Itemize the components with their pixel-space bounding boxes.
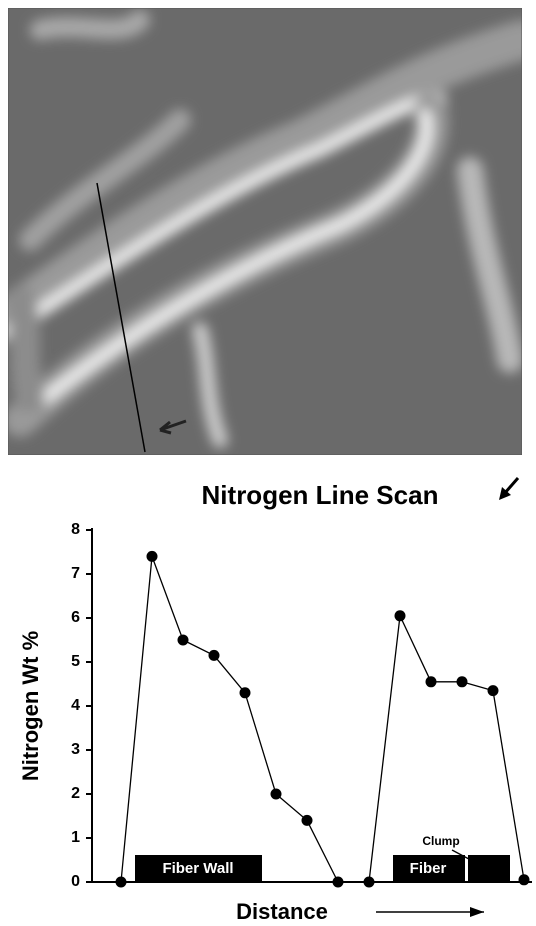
data-point: [425, 676, 437, 688]
micrograph: [8, 8, 522, 455]
y-tick-label: 4: [71, 697, 80, 714]
x-axis-label: Distance: [236, 899, 328, 924]
data-point: [239, 687, 251, 699]
data-point: [487, 685, 499, 697]
annotation: Fiber Wall: [162, 860, 233, 877]
data-point: [363, 876, 375, 888]
clump-box: [468, 855, 510, 881]
data-point: [394, 610, 406, 622]
y-tick-label: 7: [71, 565, 80, 582]
data-point: [456, 676, 468, 688]
point-arrow: [499, 477, 520, 500]
data-line: [120, 556, 525, 883]
x-direction-arrow: [376, 907, 484, 917]
data-point: [270, 788, 282, 800]
y-tick-label: 8: [71, 521, 80, 538]
data-point: [518, 874, 530, 886]
annotation: Fiber: [410, 860, 447, 877]
y-tick-label: 5: [71, 653, 80, 670]
data-point: [146, 550, 158, 562]
y-tick-label: 2: [71, 785, 80, 802]
data-point: [301, 814, 313, 826]
fiber-wall-box: [135, 855, 262, 881]
annotation: Clump: [422, 834, 459, 848]
data-point: [208, 649, 220, 661]
y-axis-label: Nitrogen Wt %: [18, 631, 43, 781]
clump-arrow: [451, 849, 486, 868]
data-point: [332, 876, 344, 888]
y-tick-label: 6: [71, 609, 80, 626]
y-tick-label: 3: [71, 741, 80, 758]
y-tick-label: 0: [71, 873, 80, 890]
chart-title: Nitrogen Line Scan: [202, 480, 439, 510]
data-point: [115, 876, 127, 888]
fiber-box: [393, 855, 465, 881]
data-point: [177, 634, 189, 646]
y-tick-label: 1: [71, 829, 80, 846]
